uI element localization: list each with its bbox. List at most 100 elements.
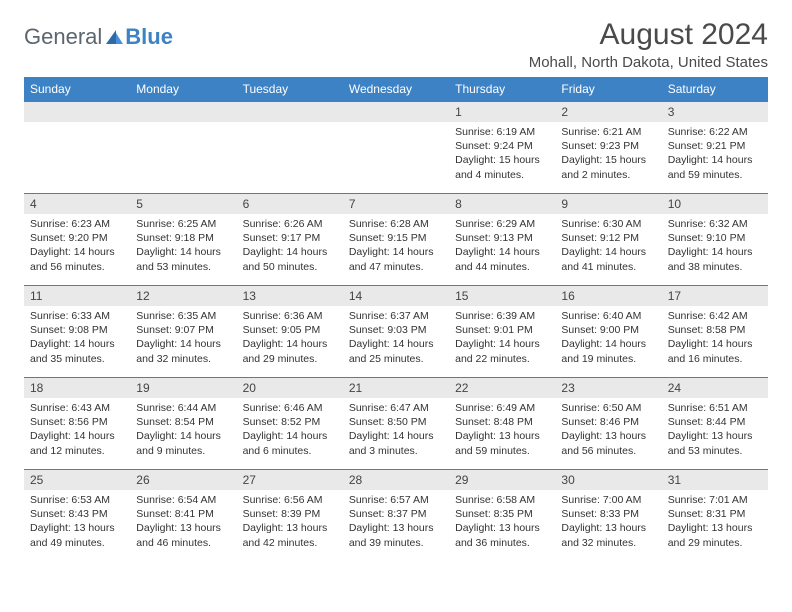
sunrise-line: Sunrise: 6:23 AM xyxy=(30,217,124,231)
calendar-cell: 15Sunrise: 6:39 AMSunset: 9:01 PMDayligh… xyxy=(449,286,555,378)
sunset-line: Sunset: 8:56 PM xyxy=(30,415,124,429)
day-number: 23 xyxy=(555,378,661,398)
calendar-cell: 20Sunrise: 6:46 AMSunset: 8:52 PMDayligh… xyxy=(237,378,343,470)
sunset-line: Sunset: 8:50 PM xyxy=(349,415,443,429)
sunset-line: Sunset: 9:13 PM xyxy=(455,231,549,245)
sunrise-line: Sunrise: 6:32 AM xyxy=(668,217,762,231)
day-details: Sunrise: 6:43 AMSunset: 8:56 PMDaylight:… xyxy=(24,398,130,464)
sunrise-line: Sunrise: 6:19 AM xyxy=(455,125,549,139)
sunset-line: Sunset: 8:52 PM xyxy=(243,415,337,429)
day-number: 11 xyxy=(24,286,130,306)
calendar-week-row: 4Sunrise: 6:23 AMSunset: 9:20 PMDaylight… xyxy=(24,194,768,286)
calendar-cell: 13Sunrise: 6:36 AMSunset: 9:05 PMDayligh… xyxy=(237,286,343,378)
calendar-cell: 31Sunrise: 7:01 AMSunset: 8:31 PMDayligh… xyxy=(662,470,768,562)
day-number: 3 xyxy=(662,102,768,122)
day-number xyxy=(130,102,236,122)
calendar-page: General Blue August 2024 Mohall, North D… xyxy=(0,0,792,572)
day-details: Sunrise: 6:30 AMSunset: 9:12 PMDaylight:… xyxy=(555,214,661,280)
calendar-cell: 16 Sunrise: 6:40 AMSunset: 9:00 PMDayligh… xyxy=(555,286,661,378)
day-number: 12 xyxy=(130,286,236,306)
day-details: Sunrise: 6:29 AMSunset: 9:13 PMDaylight:… xyxy=(449,214,555,280)
daylight-line: Daylight: 13 hours and 56 minutes. xyxy=(561,429,655,457)
day-number: 29 xyxy=(449,470,555,490)
daylight-line: Daylight: 13 hours and 39 minutes. xyxy=(349,521,443,549)
day-number: 31 xyxy=(662,470,768,490)
day-number: 17 xyxy=(662,286,768,306)
weekday-header: Tuesday xyxy=(237,77,343,102)
day-details: Sunrise: 6:33 AMSunset: 9:08 PMDaylight:… xyxy=(24,306,130,372)
daylight-line: Daylight: 14 hours and 19 minutes. xyxy=(561,337,655,365)
sunrise-line: Sunrise: 6:37 AM xyxy=(349,309,443,323)
calendar-cell: 18Sunrise: 6:43 AMSunset: 8:56 PMDayligh… xyxy=(24,378,130,470)
calendar-cell xyxy=(237,102,343,194)
day-number: 16 xyxy=(555,286,661,306)
day-details: Sunrise: 6:57 AMSunset: 8:37 PMDaylight:… xyxy=(343,490,449,556)
day-details: Sunrise: 6:21 AMSunset: 9:23 PMDaylight:… xyxy=(555,122,661,188)
calendar-week-row: 25Sunrise: 6:53 AMSunset: 8:43 PMDayligh… xyxy=(24,470,768,562)
calendar-cell: 24Sunrise: 6:51 AMSunset: 8:44 PMDayligh… xyxy=(662,378,768,470)
weekday-header: Friday xyxy=(555,77,661,102)
calendar-cell xyxy=(24,102,130,194)
day-number: 19 xyxy=(130,378,236,398)
day-number: 4 xyxy=(24,194,130,214)
sunset-line: Sunset: 8:54 PM xyxy=(136,415,230,429)
brand-sail-icon xyxy=(104,28,124,46)
day-details: Sunrise: 6:56 AMSunset: 8:39 PMDaylight:… xyxy=(237,490,343,556)
day-number: 24 xyxy=(662,378,768,398)
sunrise-line: Sunrise: 6:53 AM xyxy=(30,493,124,507)
calendar-cell: 17Sunrise: 6:42 AMSunset: 8:58 PMDayligh… xyxy=(662,286,768,378)
daylight-line: Daylight: 14 hours and 22 minutes. xyxy=(455,337,549,365)
calendar-cell: 26Sunrise: 6:54 AMSunset: 8:41 PMDayligh… xyxy=(130,470,236,562)
day-details: Sunrise: 6:47 AMSunset: 8:50 PMDaylight:… xyxy=(343,398,449,464)
sunset-line: Sunset: 8:31 PM xyxy=(668,507,762,521)
daylight-line: Daylight: 13 hours and 49 minutes. xyxy=(30,521,124,549)
day-number: 5 xyxy=(130,194,236,214)
sunrise-line: Sunrise: 6:40 AM xyxy=(561,309,655,323)
calendar-cell: 14Sunrise: 6:37 AMSunset: 9:03 PMDayligh… xyxy=(343,286,449,378)
calendar-cell: 3Sunrise: 6:22 AMSunset: 9:21 PMDaylight… xyxy=(662,102,768,194)
day-details: Sunrise: 6:23 AMSunset: 9:20 PMDaylight:… xyxy=(24,214,130,280)
sunrise-line: Sunrise: 6:43 AM xyxy=(30,401,124,415)
daylight-line: Daylight: 13 hours and 42 minutes. xyxy=(243,521,337,549)
sunset-line: Sunset: 8:43 PM xyxy=(30,507,124,521)
month-title: August 2024 xyxy=(529,18,768,52)
sunrise-line: Sunrise: 6:21 AM xyxy=(561,125,655,139)
weekday-header-row: SundayMondayTuesdayWednesdayThursdayFrid… xyxy=(24,77,768,102)
day-number: 30 xyxy=(555,470,661,490)
day-details: Sunrise: 6:44 AMSunset: 8:54 PMDaylight:… xyxy=(130,398,236,464)
sunset-line: Sunset: 9:10 PM xyxy=(668,231,762,245)
calendar-cell: 21Sunrise: 6:47 AMSunset: 8:50 PMDayligh… xyxy=(343,378,449,470)
sunset-line: Sunset: 9:21 PM xyxy=(668,139,762,153)
sunset-line: Sunset: 9:20 PM xyxy=(30,231,124,245)
day-details: Sunrise: 6:42 AMSunset: 8:58 PMDaylight:… xyxy=(662,306,768,372)
day-number: 1 xyxy=(449,102,555,122)
day-number: 9 xyxy=(555,194,661,214)
calendar-cell: 23Sunrise: 6:50 AMSunset: 8:46 PMDayligh… xyxy=(555,378,661,470)
day-number: 20 xyxy=(237,378,343,398)
sunset-line: Sunset: 9:15 PM xyxy=(349,231,443,245)
day-number: 15 xyxy=(449,286,555,306)
day-details: Sunrise: 6:19 AMSunset: 9:24 PMDaylight:… xyxy=(449,122,555,188)
daylight-line: Daylight: 15 hours and 2 minutes. xyxy=(561,153,655,181)
calendar-cell: 28Sunrise: 6:57 AMSunset: 8:37 PMDayligh… xyxy=(343,470,449,562)
day-details: Sunrise: 6:51 AMSunset: 8:44 PMDaylight:… xyxy=(662,398,768,464)
daylight-line: Daylight: 13 hours and 59 minutes. xyxy=(455,429,549,457)
daylight-line: Daylight: 14 hours and 6 minutes. xyxy=(243,429,337,457)
calendar-cell: 9Sunrise: 6:30 AMSunset: 9:12 PMDaylight… xyxy=(555,194,661,286)
sunset-line: Sunset: 8:48 PM xyxy=(455,415,549,429)
daylight-line: Daylight: 14 hours and 9 minutes. xyxy=(136,429,230,457)
sunrise-line: Sunrise: 6:33 AM xyxy=(30,309,124,323)
daylight-line: Daylight: 14 hours and 32 minutes. xyxy=(136,337,230,365)
calendar-cell xyxy=(343,102,449,194)
day-number: 18 xyxy=(24,378,130,398)
sunrise-line: Sunrise: 6:25 AM xyxy=(136,217,230,231)
day-number: 25 xyxy=(24,470,130,490)
sunrise-line: Sunrise: 6:50 AM xyxy=(561,401,655,415)
sunset-line: Sunset: 9:12 PM xyxy=(561,231,655,245)
calendar-cell: 2Sunrise: 6:21 AMSunset: 9:23 PMDaylight… xyxy=(555,102,661,194)
sunset-line: Sunset: 9:17 PM xyxy=(243,231,337,245)
sunrise-line: Sunrise: 6:42 AM xyxy=(668,309,762,323)
sunset-line: Sunset: 9:00 PM xyxy=(561,323,655,337)
sunset-line: Sunset: 8:35 PM xyxy=(455,507,549,521)
day-number: 22 xyxy=(449,378,555,398)
